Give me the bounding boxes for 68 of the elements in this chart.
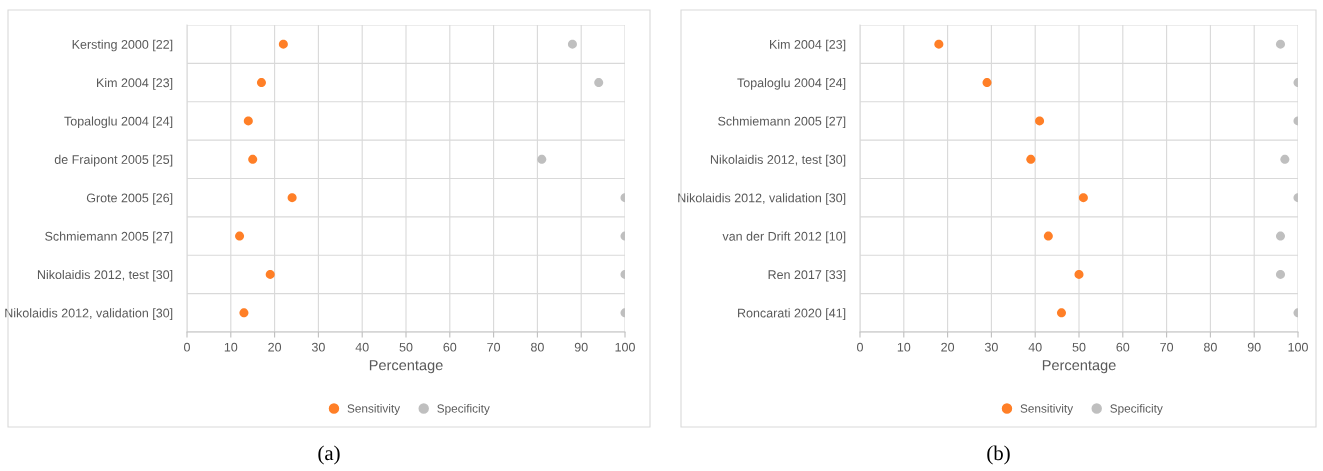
x-tick-label: 70 bbox=[1160, 342, 1174, 352]
x-tick-label: 90 bbox=[574, 342, 588, 352]
x-axis-title: Percentage bbox=[1042, 360, 1116, 374]
point bbox=[982, 78, 992, 88]
y-tick-label: Schmiemann 2005 [27] bbox=[45, 231, 173, 244]
y-tick-label: Schmiemann 2005 [27] bbox=[718, 116, 846, 129]
x-tick-label: 50 bbox=[399, 342, 413, 352]
point bbox=[537, 154, 547, 164]
point bbox=[243, 116, 253, 126]
x-tick-label: 80 bbox=[530, 342, 544, 352]
point bbox=[239, 308, 249, 318]
point bbox=[934, 39, 944, 49]
point bbox=[256, 78, 266, 88]
point bbox=[1056, 308, 1066, 318]
y-tick-label: de Fraipont 2005 [25] bbox=[54, 154, 173, 167]
x-tick-label: 100 bbox=[1288, 342, 1308, 352]
y-tick-label: Topaloglu 2004 [24] bbox=[737, 78, 846, 90]
y-tick-label: Kim 2004 [23] bbox=[97, 78, 173, 90]
point bbox=[1035, 116, 1045, 126]
x-tick-label: 0 bbox=[184, 342, 190, 352]
point bbox=[567, 39, 577, 49]
point bbox=[1275, 231, 1285, 241]
x-tick-label: 70 bbox=[487, 342, 501, 352]
point bbox=[278, 39, 288, 49]
y-tick-label: Nikolaidis 2012, test [30] bbox=[710, 154, 846, 167]
text: (a) bbox=[318, 445, 340, 465]
y-tick-label: Kim 2004 [23] bbox=[770, 39, 846, 52]
x-axis-title: Percentage bbox=[369, 360, 443, 374]
y-tick-label: Nikolaidis 2012, validation [30] bbox=[678, 193, 846, 205]
y-tick-label: Nikolaidis 2012, validation [30] bbox=[5, 308, 173, 320]
y-tick-label: Kersting 2000 [22] bbox=[72, 39, 173, 52]
x-tick-label: 60 bbox=[1116, 342, 1130, 352]
point bbox=[1275, 269, 1285, 279]
x-tick-label: 60 bbox=[443, 342, 457, 352]
point bbox=[1026, 154, 1036, 164]
x-tick-label: 10 bbox=[897, 342, 911, 352]
point bbox=[1078, 193, 1088, 203]
point bbox=[1275, 39, 1285, 49]
x-tick-label: 40 bbox=[1028, 342, 1042, 352]
x-tick-label: 100 bbox=[615, 342, 635, 352]
y-tick-label: Grote 2005 [26] bbox=[86, 193, 173, 205]
x-tick-label: 0 bbox=[857, 342, 863, 352]
legend-label: Specificity bbox=[1110, 404, 1163, 416]
point bbox=[265, 269, 275, 279]
point bbox=[1280, 154, 1290, 164]
x-tick-label: 20 bbox=[268, 342, 282, 352]
y-tick-label: Nikolaidis 2012, test [30] bbox=[37, 269, 173, 282]
point bbox=[1074, 269, 1084, 279]
x-tick-label: 90 bbox=[1247, 342, 1261, 352]
x-tick-label: 40 bbox=[355, 342, 369, 352]
y-tick-label: van der Drift 2012 [10] bbox=[722, 231, 846, 244]
y-tick-label: Topaloglu 2004 [24] bbox=[64, 116, 173, 129]
legend-label: Sensitivity bbox=[347, 404, 401, 416]
point bbox=[1043, 231, 1053, 241]
point bbox=[287, 193, 297, 203]
point bbox=[248, 154, 258, 164]
x-tick-label: 30 bbox=[311, 342, 325, 352]
x-tick-label: 20 bbox=[941, 342, 955, 352]
x-tick-label: 80 bbox=[1203, 342, 1217, 352]
y-tick-label: Roncarati 2020 [41] bbox=[738, 308, 846, 320]
y-tick-label: Ren 2017 [33] bbox=[768, 269, 846, 282]
text: (b) bbox=[987, 445, 1010, 465]
legend-label: Sensitivity bbox=[1020, 404, 1074, 416]
legend-label: Specificity bbox=[437, 404, 490, 416]
x-tick-label: 10 bbox=[224, 342, 238, 352]
point bbox=[235, 231, 245, 241]
x-tick-label: 30 bbox=[984, 342, 998, 352]
x-tick-label: 50 bbox=[1072, 342, 1086, 352]
